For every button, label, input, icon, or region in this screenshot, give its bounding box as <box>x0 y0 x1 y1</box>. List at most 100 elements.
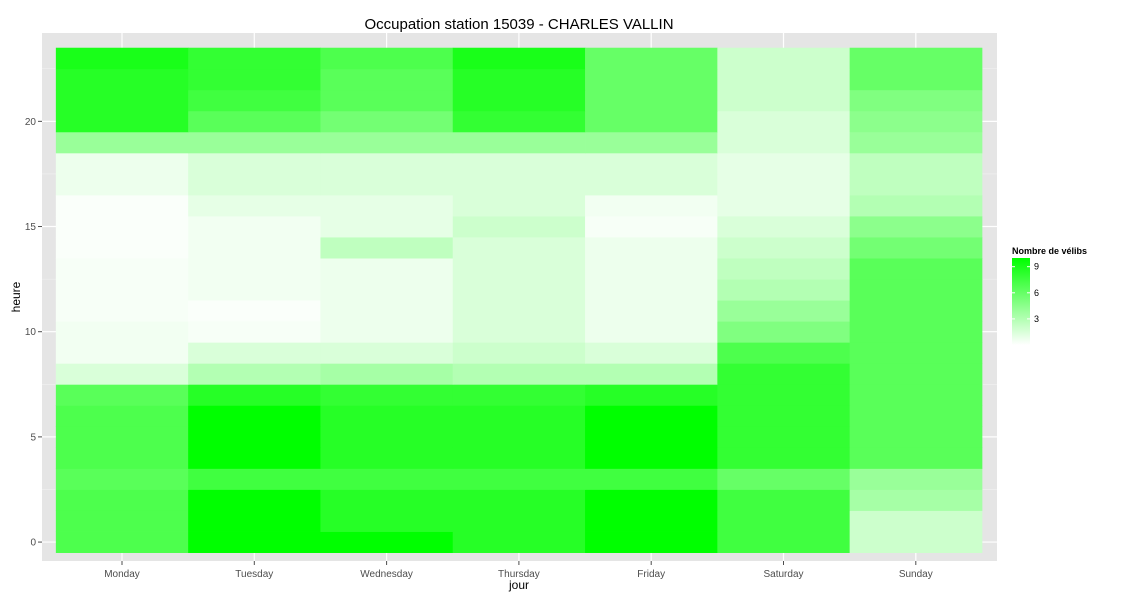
heatmap-tile <box>849 237 983 259</box>
heatmap-tile <box>55 152 189 175</box>
heatmap-tile <box>55 68 189 91</box>
heatmap-tile <box>320 510 454 532</box>
heatmap-tile <box>717 194 851 217</box>
x-tick-label: Thursday <box>498 569 540 580</box>
heatmap-tile <box>717 279 851 301</box>
heatmap-tile <box>320 258 454 280</box>
heatmap-tile <box>320 321 454 343</box>
legend-tick-label: 6 <box>1034 288 1039 298</box>
heatmap-tile <box>717 131 851 154</box>
heatmap-tile <box>717 384 851 406</box>
legend-tick-label: 3 <box>1034 314 1039 324</box>
heatmap-tile <box>55 426 189 448</box>
heatmap-tile <box>55 216 189 238</box>
heatmap-tile <box>452 510 586 532</box>
heatmap-tile <box>320 194 454 217</box>
y-tick-label: 5 <box>30 432 36 443</box>
heatmap-tile <box>188 447 321 469</box>
x-axis-ticks: Monday Tuesday Wednesday Thursday Friday Satu… <box>104 561 933 580</box>
heatmap-tile <box>849 300 983 322</box>
heatmap-tile <box>188 384 321 406</box>
heatmap-tile <box>188 68 321 91</box>
y-tick-label: 20 <box>25 117 37 128</box>
heatmap-tile <box>55 363 189 385</box>
y-axis-ticks: 0 5 10 15 20 <box>25 117 42 549</box>
heatmap-tile <box>188 89 321 112</box>
heatmap-tile <box>849 468 983 490</box>
heatmap-tile <box>585 363 718 385</box>
y-tick-label: 10 <box>25 327 37 338</box>
heatmap-tile <box>717 405 851 427</box>
heatmap-tile <box>188 321 321 343</box>
heatmap-tile <box>452 216 586 238</box>
heatmap-tile <box>55 342 189 364</box>
heatmap-tile <box>452 342 586 364</box>
heatmap-tile <box>55 531 189 553</box>
heatmap-tile <box>849 279 983 301</box>
heatmap-tile <box>849 68 983 91</box>
heatmap-tile <box>585 68 718 91</box>
heatmap-tile <box>188 258 321 280</box>
heatmap-tile <box>55 300 189 322</box>
heatmap-tile <box>717 321 851 343</box>
heatmap-tile <box>585 258 718 280</box>
heatmap-tile <box>55 173 189 196</box>
heatmap-tile <box>585 237 718 259</box>
heatmap-tile <box>585 531 718 553</box>
heatmap-tile <box>55 279 189 301</box>
heatmap-tile <box>452 279 586 301</box>
heatmap-tile <box>717 173 851 196</box>
heatmap-tile <box>585 510 718 532</box>
heatmap-tile <box>849 131 983 154</box>
heatmap-tile <box>717 447 851 469</box>
legend-title: Nombre de vélibs <box>1012 246 1087 256</box>
heatmap-tile <box>452 363 586 385</box>
heatmap-tile <box>585 47 718 70</box>
heatmap-tile <box>188 110 321 133</box>
heatmap-tile <box>320 405 454 427</box>
heatmap-tile <box>849 342 983 364</box>
heatmap-tile <box>452 384 586 406</box>
heatmap-tile <box>452 110 586 133</box>
heatmap-tile <box>849 426 983 448</box>
heatmap-tile <box>849 447 983 469</box>
heatmap-tile <box>452 152 586 175</box>
heatmap-tile <box>717 152 851 175</box>
heatmap-tile <box>585 152 718 175</box>
heatmap-tile <box>188 342 321 364</box>
heatmap-tile <box>452 300 586 322</box>
x-tick-label: Sunday <box>899 569 933 580</box>
heatmap-tile <box>55 468 189 490</box>
heatmap-tile <box>717 531 851 553</box>
heatmap-tile <box>717 216 851 238</box>
heatmap-tile <box>717 237 851 259</box>
heatmap-tile <box>717 47 851 70</box>
heatmap-tile <box>55 131 189 154</box>
heatmap-tile <box>320 47 454 70</box>
heatmap-tile <box>55 47 189 70</box>
heatmap-tile <box>585 300 718 322</box>
heatmap-tile <box>849 405 983 427</box>
heatmap-tile <box>320 468 454 490</box>
heatmap-tile <box>585 447 718 469</box>
heatmap-tile <box>849 363 983 385</box>
heatmap-tile <box>452 489 586 511</box>
heatmap-tile <box>717 363 851 385</box>
heatmap-tile <box>849 531 983 553</box>
heatmap-tile <box>188 489 321 511</box>
color-legend: Nombre de vélibs 3 6 9 <box>1012 246 1087 345</box>
heatmap-tile <box>55 89 189 112</box>
heatmap-tile <box>188 510 321 532</box>
heatmap-tile <box>585 216 718 238</box>
heatmap-tile <box>849 110 983 133</box>
heatmap-tile <box>717 510 851 532</box>
heatmap-tile <box>188 363 321 385</box>
heatmap-tile <box>320 216 454 238</box>
heatmap-tile <box>188 152 321 175</box>
heatmap-tile <box>585 194 718 217</box>
heatmap-tile <box>849 258 983 280</box>
heatmap-tile <box>585 489 718 511</box>
x-tick-label: Monday <box>104 569 140 580</box>
heatmap-tile <box>717 426 851 448</box>
heatmap-tile <box>452 194 586 217</box>
